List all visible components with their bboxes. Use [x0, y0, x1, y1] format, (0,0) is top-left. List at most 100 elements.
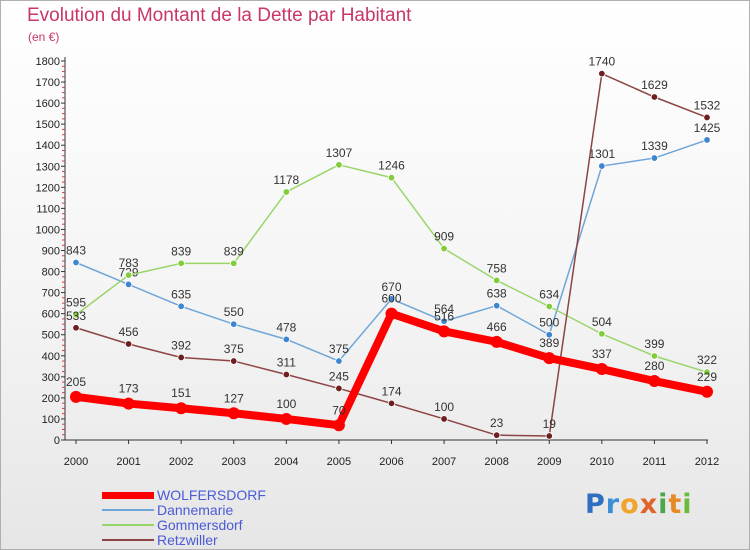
data-point — [438, 325, 451, 338]
data-point — [703, 113, 711, 122]
data-label: 638 — [487, 287, 507, 301]
y-tick-label: 500 — [42, 330, 60, 342]
legend-label: Gommersdorf — [157, 517, 243, 533]
data-label: 1425 — [694, 121, 721, 135]
legend-item-dannemarie: Dannemarie — [102, 503, 302, 518]
series-line-wolfersdorf — [72, 309, 711, 430]
data-label: 1301 — [588, 147, 615, 161]
data-label: 478 — [276, 320, 296, 334]
data-point — [492, 431, 501, 439]
data-point — [387, 173, 396, 182]
data-label: 466 — [487, 320, 507, 334]
data-label: 635 — [171, 287, 191, 301]
data-point — [122, 397, 135, 410]
data-label: 843 — [66, 244, 86, 258]
x-tick-label: 2011 — [643, 456, 667, 468]
data-label: 595 — [66, 296, 86, 310]
data-label: 174 — [381, 384, 401, 398]
x-tick-label: 2010 — [590, 456, 614, 468]
x-tick-label: 2012 — [695, 456, 719, 468]
x-tick-label: 2003 — [222, 456, 246, 468]
data-point — [545, 331, 553, 339]
x-tick-label: 2005 — [327, 456, 351, 468]
data-label: 600 — [381, 292, 401, 306]
data-point — [335, 384, 343, 393]
data-label: 70 — [332, 403, 346, 417]
y-tick-label: 600 — [42, 309, 60, 321]
data-label: 1246 — [378, 159, 405, 173]
data-point — [650, 352, 659, 360]
data-point — [595, 363, 608, 376]
data-label: 375 — [224, 342, 244, 356]
data-point — [124, 340, 133, 348]
logo-letter: P — [585, 489, 606, 520]
logo-letter: r — [605, 489, 621, 520]
data-label: 392 — [171, 338, 191, 352]
data-point — [648, 375, 661, 388]
data-point — [440, 415, 448, 423]
legend-label: Retzwiller — [157, 532, 218, 548]
logo-letter: i — [658, 489, 669, 520]
data-point — [124, 280, 133, 289]
logo-letter: i — [682, 489, 693, 520]
data-label: 500 — [539, 316, 559, 330]
x-tick-label: 2006 — [379, 456, 403, 468]
series-gommersdorf: 595 783 839 839 1178 1307 1246 909 758 634 504 399 3… — [66, 146, 717, 376]
data-point — [490, 335, 503, 348]
data-point — [72, 258, 80, 267]
data-point — [280, 412, 293, 425]
data-point — [177, 259, 185, 268]
data-point — [387, 399, 396, 408]
data-label: 634 — [539, 288, 559, 302]
data-point — [598, 69, 606, 78]
logo-letter: t — [668, 489, 683, 520]
y-tick-label: 700 — [42, 288, 60, 300]
data-label: 151 — [171, 386, 191, 400]
data-label: 229 — [697, 370, 717, 384]
data-point — [492, 301, 501, 310]
data-label: 205 — [66, 375, 86, 389]
data-label: 19 — [543, 417, 557, 431]
data-label: 375 — [329, 342, 349, 356]
data-point — [230, 357, 238, 365]
data-point — [598, 162, 606, 170]
legend-swatch — [102, 524, 154, 526]
y-tick-label: 900 — [42, 246, 60, 258]
y-tick-label: 1600 — [36, 98, 60, 110]
x-tick-label: 2002 — [169, 456, 193, 468]
legend-label: Dannemarie — [157, 502, 234, 518]
data-label: 533 — [66, 309, 86, 323]
series-wolfersdorf: 205 173 151 127 100 70 600 516 466 389 337 280 229 — [66, 292, 717, 432]
data-point — [440, 244, 448, 253]
legend-swatch — [102, 491, 154, 499]
data-point — [282, 335, 291, 344]
data-point — [227, 407, 240, 420]
y-tick-label: 1100 — [36, 203, 60, 215]
data-point — [385, 307, 398, 320]
y-tick-label: 1500 — [36, 119, 60, 131]
legend-item-retzwiller: Retzwiller — [102, 533, 302, 548]
data-label: 839 — [171, 244, 191, 258]
data-point — [332, 419, 345, 432]
data-label: 389 — [539, 336, 559, 350]
logo-letter: x — [639, 489, 659, 520]
data-label: 245 — [329, 369, 349, 383]
legend-item-gommersdorf: Gommersdorf — [102, 518, 302, 533]
y-tick-label: 1700 — [36, 77, 60, 89]
y-tick-label: 1000 — [36, 224, 60, 236]
x-tick-label: 2009 — [537, 456, 561, 468]
data-point — [72, 311, 80, 319]
data-point — [545, 432, 553, 440]
y-tick-label: 400 — [42, 351, 60, 363]
data-point — [703, 368, 711, 376]
data-point — [543, 352, 556, 365]
x-tick-label: 2000 — [64, 456, 88, 468]
data-label: 311 — [277, 356, 296, 370]
x-tick-label: 2004 — [274, 456, 298, 468]
legend-item-wolfersdorf: WOLFERSDORF — [102, 488, 302, 503]
data-label: 516 — [434, 309, 454, 323]
data-label: 504 — [592, 315, 612, 329]
y-tick-label: 100 — [42, 414, 60, 426]
